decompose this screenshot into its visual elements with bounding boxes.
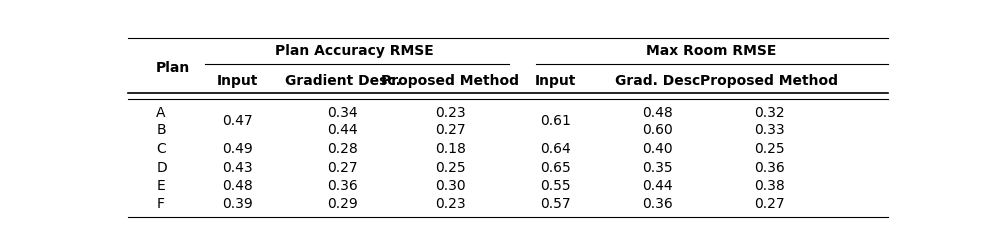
Text: 0.48: 0.48 — [222, 179, 253, 193]
Text: C: C — [157, 142, 165, 156]
Text: E: E — [157, 179, 165, 193]
Text: 0.27: 0.27 — [435, 123, 466, 137]
Text: Max Room RMSE: Max Room RMSE — [646, 44, 777, 58]
Text: 0.25: 0.25 — [754, 142, 784, 156]
Text: 0.27: 0.27 — [754, 197, 784, 212]
Text: 0.34: 0.34 — [327, 106, 358, 120]
Text: B: B — [157, 123, 165, 137]
Text: D: D — [157, 161, 166, 175]
Text: 0.36: 0.36 — [327, 179, 358, 193]
Text: Proposed Method: Proposed Method — [382, 74, 519, 88]
Text: 0.40: 0.40 — [642, 142, 673, 156]
Text: 0.44: 0.44 — [327, 123, 358, 137]
Text: 0.35: 0.35 — [642, 161, 673, 175]
Text: F: F — [157, 197, 165, 212]
Text: 0.25: 0.25 — [435, 161, 466, 175]
Text: A: A — [157, 106, 165, 120]
Text: 0.60: 0.60 — [642, 123, 673, 137]
Text: 0.48: 0.48 — [642, 106, 673, 120]
Text: 0.47: 0.47 — [222, 114, 253, 128]
Text: 0.39: 0.39 — [222, 197, 253, 212]
Text: 0.38: 0.38 — [753, 179, 785, 193]
Text: 0.64: 0.64 — [540, 142, 571, 156]
Text: Gradient Desc.: Gradient Desc. — [284, 74, 400, 88]
Text: 0.43: 0.43 — [222, 161, 253, 175]
Text: 0.23: 0.23 — [435, 197, 466, 212]
Text: Proposed Method: Proposed Method — [700, 74, 838, 88]
Text: Plan Accuracy RMSE: Plan Accuracy RMSE — [275, 44, 434, 58]
Text: 0.61: 0.61 — [540, 114, 571, 128]
Text: 0.49: 0.49 — [222, 142, 253, 156]
Text: 0.28: 0.28 — [327, 142, 358, 156]
Text: 0.32: 0.32 — [754, 106, 784, 120]
Text: 0.36: 0.36 — [642, 197, 673, 212]
Text: Plan: Plan — [157, 62, 190, 75]
Text: 0.44: 0.44 — [642, 179, 673, 193]
Text: 0.27: 0.27 — [327, 161, 358, 175]
Text: 0.23: 0.23 — [435, 106, 466, 120]
Text: 0.18: 0.18 — [435, 142, 466, 156]
Text: Input: Input — [535, 74, 576, 88]
Text: Input: Input — [217, 74, 259, 88]
Text: 0.36: 0.36 — [753, 161, 785, 175]
Text: 0.65: 0.65 — [540, 161, 571, 175]
Text: 0.55: 0.55 — [540, 179, 571, 193]
Text: 0.30: 0.30 — [435, 179, 466, 193]
Text: 0.29: 0.29 — [327, 197, 358, 212]
Text: 0.57: 0.57 — [540, 197, 571, 212]
Text: Grad. Desc: Grad. Desc — [615, 74, 701, 88]
Text: 0.33: 0.33 — [754, 123, 784, 137]
